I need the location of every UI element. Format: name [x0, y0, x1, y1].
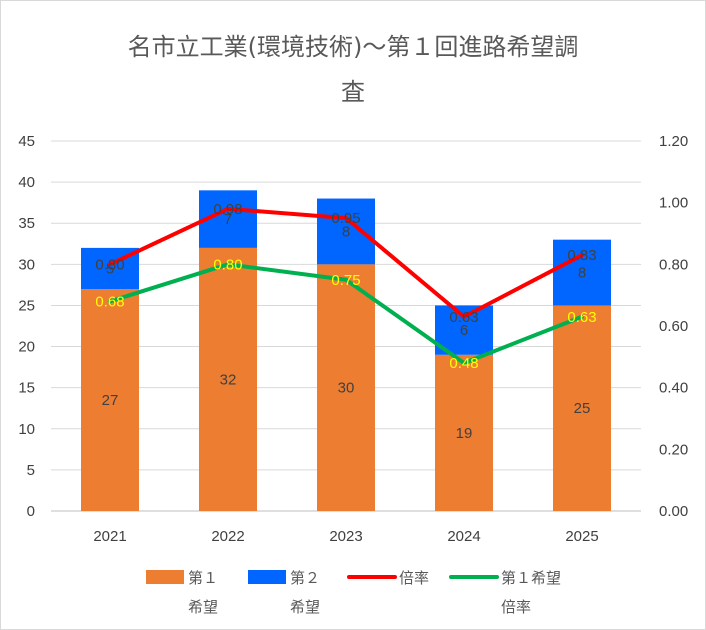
category-label: 2023 [329, 528, 362, 545]
bar-first-choice [435, 354, 493, 511]
legend-label: 希望 [290, 598, 320, 616]
category-label: 2021 [93, 528, 126, 545]
right-tick-label: 1.20 [659, 133, 688, 150]
line-data-label: 0.75 [331, 272, 360, 289]
right-tick-label: 0.80 [659, 256, 688, 273]
bar-second-choice [553, 239, 611, 306]
bar-series [81, 190, 611, 511]
left-tick-label: 40 [18, 174, 35, 191]
right-tick-label: 0.20 [659, 441, 688, 458]
right-axis-ticks: 0.00 0.20 0.40 0.60 0.80 1.00 1.20 [659, 133, 688, 520]
right-tick-label: 0.60 [659, 318, 688, 335]
line-data-label: 0.98 [213, 201, 242, 218]
bar-data-labels: 27 5 32 7 30 8 19 6 25 8 [102, 211, 591, 442]
bar-second-choice [317, 198, 375, 265]
line-data-label: 0.63 [567, 309, 596, 326]
line-data-label: 0.80 [95, 256, 124, 273]
bar-first-choice [317, 264, 375, 511]
bar-data-label: 7 [224, 211, 232, 228]
bar-second-choice [435, 305, 493, 355]
bar-data-label: 30 [338, 380, 355, 397]
line-first-choice-ratio [108, 262, 584, 365]
left-tick-label: 5 [27, 462, 35, 479]
chart-title: 名市立工業(環境技術)〜第１回進路希望調 査 [128, 33, 579, 106]
line-data-labels: 0.80 0.98 0.95 0.63 0.83 0.68 0.80 0.75 0.48 0.63 [95, 201, 596, 372]
bar-data-label: 25 [574, 400, 591, 417]
line-data-label: 0.48 [449, 355, 478, 372]
line-data-label: 0.68 [95, 293, 124, 310]
left-tick-label: 20 [18, 339, 35, 356]
left-tick-label: 0 [27, 503, 35, 520]
line-data-label: 0.63 [449, 309, 478, 326]
bar-first-choice [199, 247, 257, 511]
bar-data-label: 8 [578, 265, 586, 282]
chart-title-line-1: 名市立工業(環境技術)〜第１回進路希望調 [128, 33, 579, 61]
line-data-label: 0.95 [331, 210, 360, 227]
right-tick-label: 0.00 [659, 503, 688, 520]
line-ratio [108, 206, 584, 319]
bar-data-label: 27 [102, 392, 119, 409]
left-tick-label: 10 [18, 421, 35, 438]
left-tick-label: 15 [18, 380, 35, 397]
line-series [108, 206, 584, 365]
bar-data-label: 19 [456, 425, 473, 442]
category-axis: 2021 2022 2023 2024 2025 [93, 528, 598, 545]
left-tick-label: 35 [18, 215, 35, 232]
bar-data-label: 32 [220, 371, 237, 388]
legend-swatch [248, 570, 286, 584]
category-label: 2024 [447, 528, 480, 545]
left-tick-label: 30 [18, 256, 35, 273]
right-tick-label: 0.40 [659, 380, 688, 397]
right-tick-label: 1.00 [659, 195, 688, 212]
left-tick-label: 45 [18, 133, 35, 150]
legend-swatch [146, 570, 184, 584]
legend-label: 希望 [188, 598, 218, 616]
bar-data-label: 5 [106, 260, 114, 277]
line-data-label: 0.80 [213, 256, 242, 273]
bar-first-choice [553, 305, 611, 511]
legend-label: 第１ [188, 569, 218, 587]
legend-label: 第１希望 [501, 569, 561, 587]
legend-label: 倍率 [501, 598, 531, 616]
left-axis-ticks: 0 5 10 15 20 25 30 35 40 45 [18, 133, 35, 520]
category-label: 2025 [565, 528, 598, 545]
left-tick-label: 25 [18, 297, 35, 314]
line-data-label: 0.83 [567, 247, 596, 264]
bar-first-choice [81, 289, 139, 511]
chart-title-line-2: 査 [341, 78, 365, 106]
bar-data-label: 8 [342, 223, 350, 240]
legend-label: 倍率 [399, 569, 429, 587]
category-label: 2022 [211, 528, 244, 545]
bar-data-label: 6 [460, 322, 468, 339]
legend-label: 第２ [290, 569, 320, 587]
